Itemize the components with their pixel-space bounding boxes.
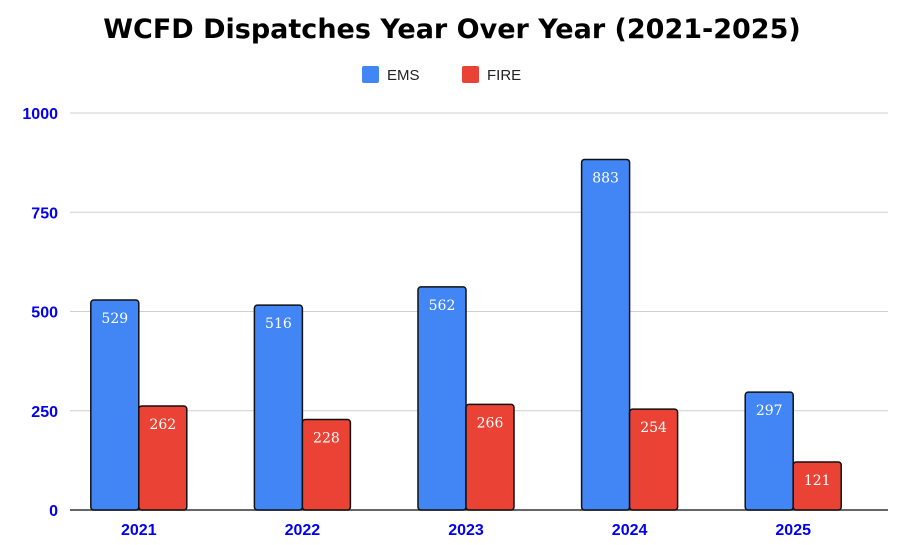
data-label-ems-2022: 516 [265,316,292,332]
y-tick-label: 750 [31,205,58,222]
bar-fire-2023 [465,403,515,511]
bar-ems-2022 [253,304,304,511]
bar-ems-2024 [580,158,631,511]
data-label-fire-2022: 228 [313,430,340,446]
bar-ems-2021 [90,299,140,511]
data-labels: 529 262 516 228 562 266 883 254 297 121 [101,170,830,489]
bar-fire-2022 [301,418,352,511]
data-label-ems-2025: 297 [756,403,783,419]
data-label-ems-2021: 529 [101,311,128,327]
legend-label-ems: EMS [387,67,420,84]
bar-ems-2023 [417,286,467,511]
legend-swatch-fire [462,66,479,83]
chart-title: WCFD Dispatches Year Over Year (2021-202… [103,14,800,45]
data-label-ems-2023: 562 [429,298,456,314]
data-label-fire-2023: 266 [477,415,504,431]
data-label-ems-2024: 883 [592,170,619,186]
data-label-fire-2024: 254 [640,420,667,436]
data-label-fire-2025: 121 [804,473,831,489]
x-axis-ticks: 2021 2022 2023 2024 2025 [121,522,811,539]
bar-ems-2025 [744,391,794,511]
data-label-fire-2021: 262 [149,417,176,433]
y-tick-label: 250 [31,404,58,421]
bar-fire-2021 [138,405,188,511]
x-tick-label: 2024 [612,522,648,539]
legend: EMS FIRE [362,66,521,84]
bar-fire-2024 [628,408,679,511]
x-tick-label: 2025 [775,522,811,539]
y-tick-label: 0 [49,503,58,520]
legend-swatch-ems [362,66,379,83]
x-tick-label: 2023 [448,522,484,539]
y-tick-label: 1000 [22,106,58,123]
x-tick-label: 2021 [121,522,157,539]
bars [90,158,842,511]
y-axis-ticks: 0 250 500 750 1000 [22,106,58,520]
x-tick-label: 2022 [285,522,321,539]
bar-fire-2025 [792,461,842,511]
y-tick-label: 500 [31,305,58,322]
legend-label-fire: FIRE [487,67,521,84]
